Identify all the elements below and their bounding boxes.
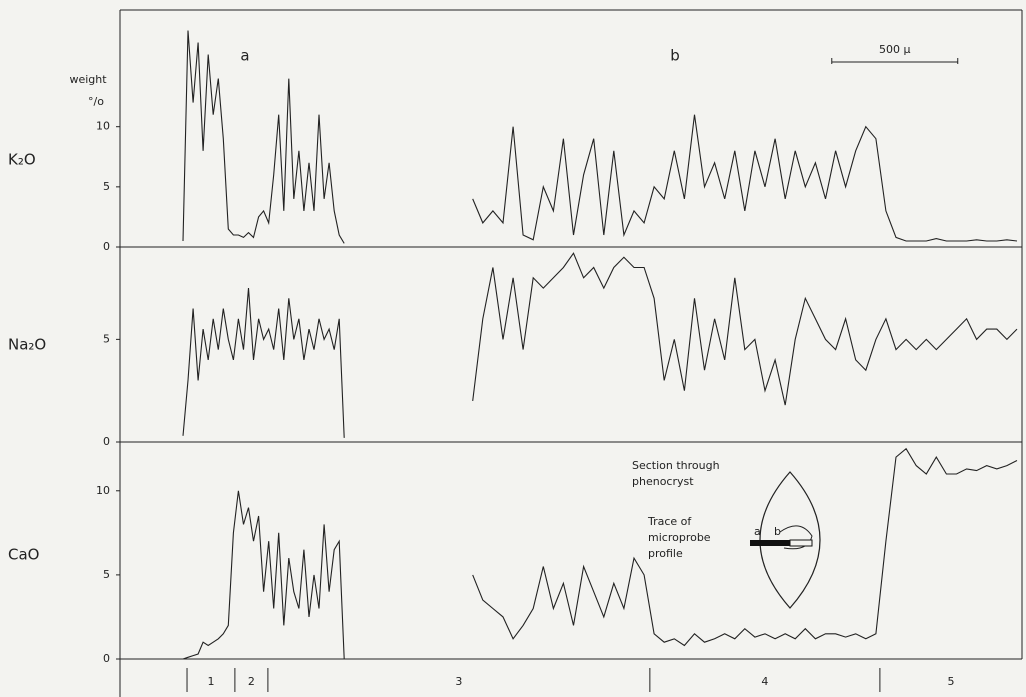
inset-text: b bbox=[774, 525, 781, 538]
profile-label: a bbox=[240, 47, 249, 65]
zone-label: 4 bbox=[761, 675, 768, 688]
oxide-label: Na₂O bbox=[8, 336, 46, 354]
inset-text: phenocryst bbox=[632, 475, 694, 488]
inset-text: profile bbox=[648, 547, 683, 560]
inset-text: Trace of bbox=[647, 515, 692, 528]
inset-text: a bbox=[754, 525, 761, 538]
unit-label: weight bbox=[69, 73, 107, 86]
inset: Section through phenocryst Trace of micr… bbox=[632, 459, 820, 608]
y-tick-label: 10 bbox=[96, 484, 110, 497]
inset-text: Section through bbox=[632, 459, 720, 472]
y-tick-label: 10 bbox=[96, 120, 110, 133]
profile-label: b bbox=[670, 47, 680, 65]
profile-trace bbox=[183, 449, 1017, 659]
inset-text: microprobe bbox=[648, 531, 711, 544]
zone-label: 1 bbox=[207, 675, 214, 688]
zone-label: 2 bbox=[248, 675, 255, 688]
y-tick-label: 0 bbox=[103, 435, 110, 448]
oxide-label: K₂O bbox=[8, 151, 36, 169]
zone-label: 3 bbox=[455, 675, 462, 688]
zone-label: 5 bbox=[947, 675, 954, 688]
y-tick-label: 0 bbox=[103, 240, 110, 253]
figure: a b weight °/o Section through phenocrys… bbox=[0, 0, 1026, 697]
scale-label: 500 μ bbox=[879, 43, 911, 56]
unit-label: °/o bbox=[88, 95, 104, 108]
profile-trace bbox=[183, 253, 1017, 438]
y-tick-label: 5 bbox=[103, 568, 110, 581]
oxide-label: CaO bbox=[8, 546, 39, 564]
y-tick-label: 5 bbox=[103, 332, 110, 345]
trace-bar bbox=[790, 540, 812, 546]
y-tick-label: 5 bbox=[103, 180, 110, 193]
y-tick-label: 0 bbox=[103, 652, 110, 665]
